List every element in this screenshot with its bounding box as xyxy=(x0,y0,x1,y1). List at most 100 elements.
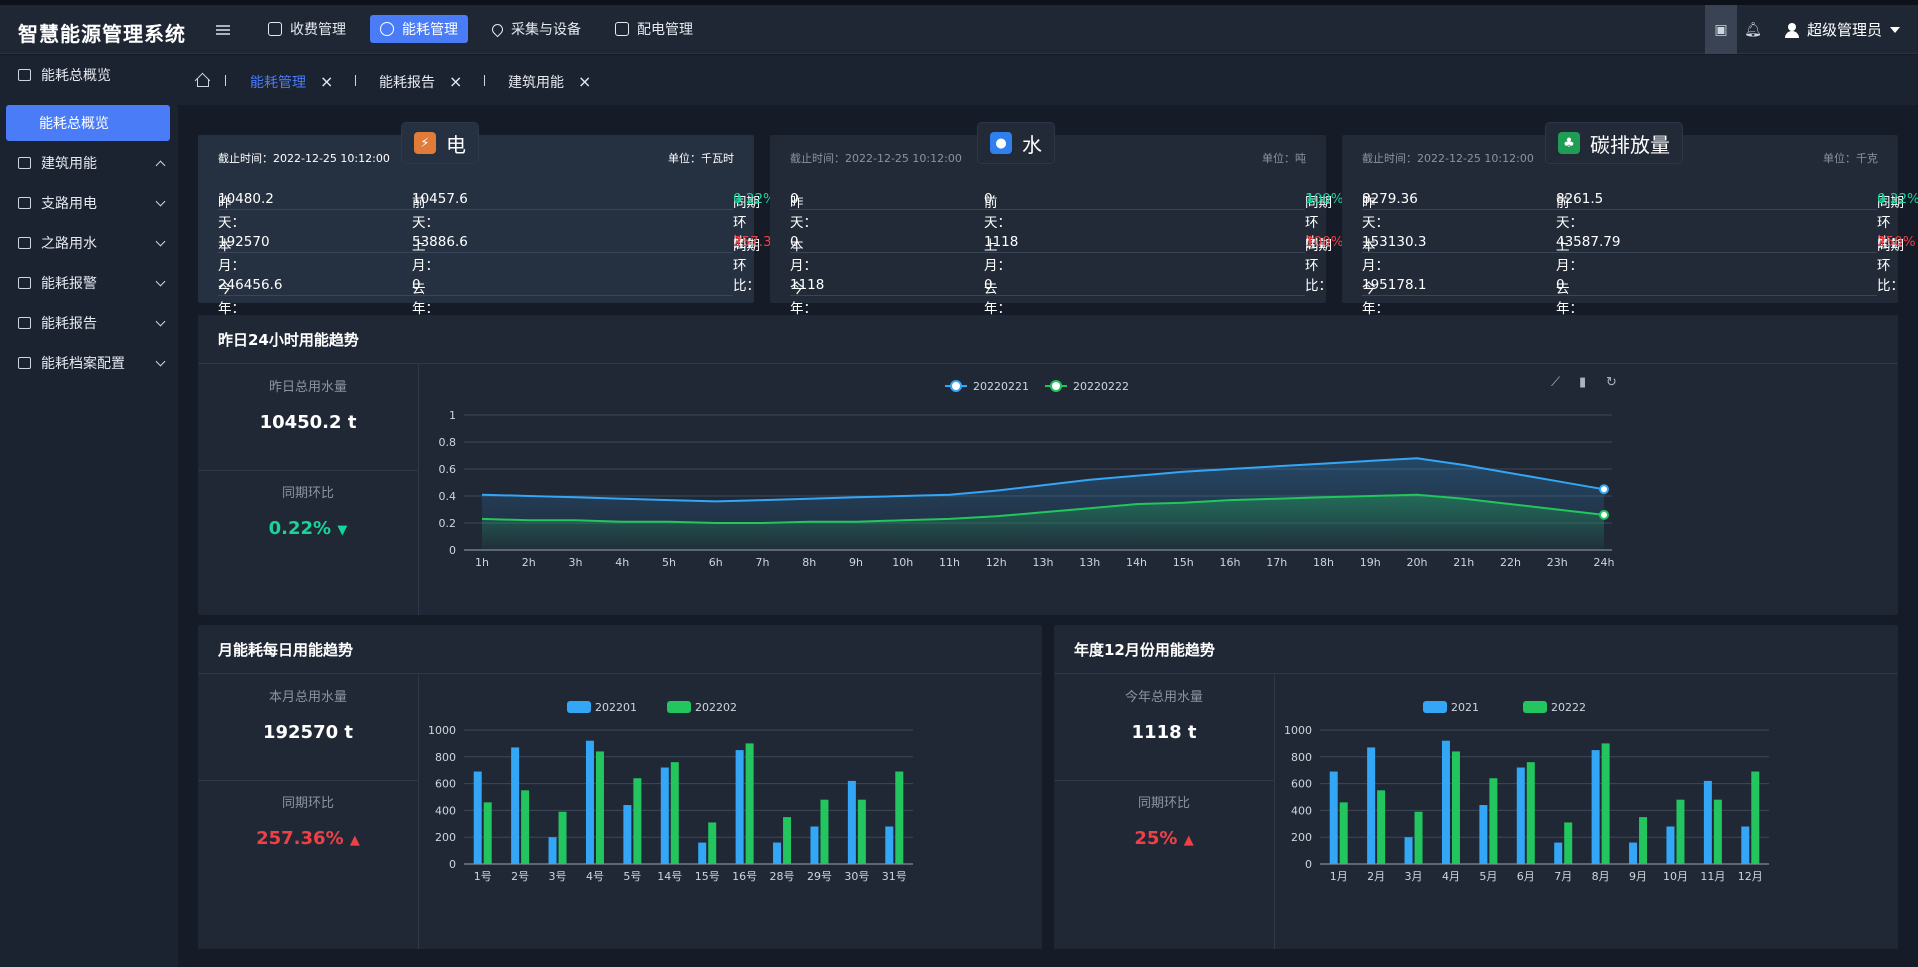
kpi-row-month: 本月： 153130.3 上月： 43587.79 同期环比： 250% ↑ xyxy=(1362,210,1916,294)
nav-power-distribution[interactable]: 配电管理 xyxy=(605,15,703,43)
stat-total-value: 1118 t xyxy=(1131,722,1197,743)
value: 0 xyxy=(984,191,993,207)
label: 本月： xyxy=(218,238,245,274)
sidebar-item-overview[interactable]: 能耗总概览 xyxy=(0,55,178,95)
sidebar-item-branch-power[interactable]: 支路用电 xyxy=(0,183,178,223)
value: 10480.2 xyxy=(218,191,274,207)
label: 上月： xyxy=(1556,238,1583,274)
value: 195178.1 xyxy=(1362,277,1427,293)
sidebar-item-archive-config[interactable]: 能耗档案配置 xyxy=(0,343,178,383)
close-icon[interactable]: × xyxy=(578,72,592,91)
restore-icon[interactable]: ↻ xyxy=(1606,375,1617,390)
sidebar-item-label: 之路用水 xyxy=(41,236,97,252)
bar-view-icon[interactable]: ▮ xyxy=(1579,375,1586,390)
archive-icon xyxy=(18,357,31,369)
sidebar-subitem-overview[interactable]: 能耗总概览 xyxy=(6,105,170,141)
bar xyxy=(633,778,642,864)
divider xyxy=(418,364,419,615)
arrow-up-icon: ↑ xyxy=(1877,234,1889,250)
bar xyxy=(1713,799,1722,864)
nav-billing[interactable]: 收费管理 xyxy=(258,15,356,43)
x-tick-label: 4月 xyxy=(1442,870,1460,883)
kpi-row-year: 今年： 246456.6 去年： 0 xyxy=(218,253,733,317)
triangle-down-icon: ▼ xyxy=(337,523,348,538)
stat-total-value: 192570 t xyxy=(262,722,354,743)
app-title: 智慧能源管理系统 xyxy=(18,22,186,46)
tab-energy-report[interactable]: 能耗报告 × xyxy=(379,72,462,92)
x-tick-label: 11月 xyxy=(1700,870,1725,883)
label: 去年： xyxy=(1556,281,1583,317)
x-tick-label: 31号 xyxy=(882,870,907,883)
bar xyxy=(1601,743,1610,864)
series-line xyxy=(481,457,1605,503)
x-tick-label: 7月 xyxy=(1554,870,1572,883)
bar xyxy=(511,747,520,864)
nav-label: 配电管理 xyxy=(637,22,693,38)
chart-toolbar: ⟋ ▮ ↻ xyxy=(1551,375,1617,390)
label: 上月： xyxy=(412,238,439,274)
y-tick-label: 200 xyxy=(1291,831,1312,844)
tab-energy-management[interactable]: 能耗管理 × xyxy=(250,72,333,92)
bar xyxy=(1676,799,1685,864)
line-view-icon[interactable]: ⟋ xyxy=(1551,375,1561,390)
value: 8279.36 xyxy=(1362,191,1418,207)
bell-icon[interactable]: 🔔︎ xyxy=(1744,21,1762,38)
series-line xyxy=(481,493,1605,524)
chevron-down-icon xyxy=(155,316,166,327)
sidebar-item-label: 能耗档案配置 xyxy=(41,356,125,372)
value: 0 xyxy=(984,277,993,293)
label: 去年： xyxy=(984,281,1011,317)
bar xyxy=(1377,790,1386,864)
bar xyxy=(1516,767,1525,864)
close-icon[interactable]: × xyxy=(320,72,334,91)
value: 0 xyxy=(790,234,799,250)
divider xyxy=(418,674,419,949)
divider xyxy=(198,470,418,471)
stat-total-label: 今年总用水量 xyxy=(1124,690,1203,705)
dashboard-icon[interactable]: ▣ xyxy=(1704,5,1737,54)
kpi-title-text: 电 xyxy=(446,132,466,157)
value: 100% xyxy=(1305,234,1344,250)
label: 前天： xyxy=(412,195,439,231)
kpi-unit: 单位：千克 xyxy=(1823,152,1878,165)
label: 昨天： xyxy=(1362,195,1389,231)
kpi-title-text: 碳排放量 xyxy=(1590,132,1670,157)
close-icon[interactable]: × xyxy=(449,72,463,91)
panel-title: 昨日24小时用能趋势 xyxy=(218,331,359,349)
nav-collection[interactable]: 采集与设备 xyxy=(482,15,591,43)
x-tick-label: 6h xyxy=(709,556,723,569)
user-menu[interactable]: 超级管理员 xyxy=(1769,19,1918,40)
legend-marker xyxy=(1050,380,1062,392)
series-end-point xyxy=(1599,509,1609,520)
sidebar-item-branch-water[interactable]: 之路用水 xyxy=(0,223,178,263)
tab-building-energy[interactable]: 建筑用能 × xyxy=(508,72,591,92)
home-icon[interactable] xyxy=(195,72,209,87)
kpi-row-day: 昨天： 8279.36 前天： 8261.5 同期环比： 0.22% ↓ xyxy=(1362,167,1918,251)
bar xyxy=(1441,740,1450,864)
menu-toggle-icon[interactable] xyxy=(216,23,230,37)
stat-yoy-value: 0.22% ▼ xyxy=(198,518,418,539)
divider xyxy=(198,363,1898,364)
top-nav: 收费管理 能耗管理 采集与设备 配电管理 xyxy=(258,15,703,43)
bar xyxy=(783,817,792,864)
y-tick-label: 600 xyxy=(435,778,456,791)
arrow-up-icon: ↑ xyxy=(733,234,745,250)
sidebar-item-building[interactable]: 建筑用能 xyxy=(0,143,178,183)
nav-energy[interactable]: 能耗管理 xyxy=(370,15,468,43)
branch-icon xyxy=(18,237,31,249)
bar xyxy=(1404,837,1413,864)
bar xyxy=(1591,750,1600,864)
x-tick-label: 16h xyxy=(1220,556,1241,569)
drop-icon xyxy=(489,21,506,37)
x-tick-label: 30号 xyxy=(844,870,869,883)
sidebar-item-alarm[interactable]: 能耗报警 xyxy=(0,263,178,303)
x-tick-label: 5h xyxy=(662,556,676,569)
value: 53886.6 xyxy=(412,234,468,250)
bar xyxy=(810,826,819,864)
bar xyxy=(548,837,557,864)
y-tick-label: 1000 xyxy=(1284,724,1312,737)
panel-icon xyxy=(615,22,629,36)
sidebar-item-report[interactable]: 能耗报告 xyxy=(0,303,178,343)
branch-icon xyxy=(18,197,31,209)
label: 同期环比： xyxy=(1877,238,1904,294)
